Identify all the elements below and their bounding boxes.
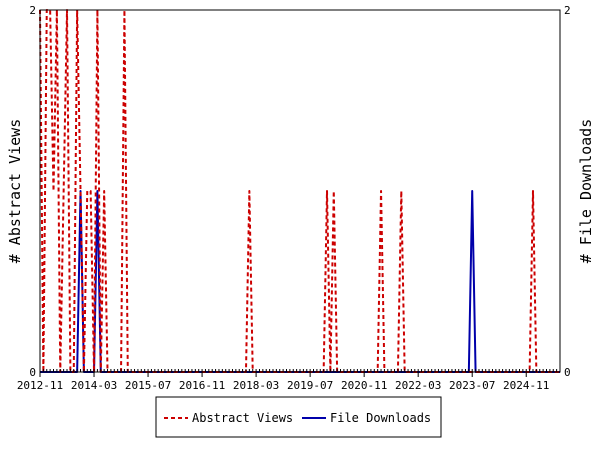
y-axis-title-left: # Abstract Views: [6, 119, 24, 264]
y-left-tick-label: 2: [29, 4, 36, 17]
y-left-tick-label: 0: [29, 366, 36, 379]
x-tick-label: 2014-03: [71, 379, 117, 392]
y-axes: 0 2 0 2: [29, 4, 570, 379]
legend-label-abstract-views: Abstract Views: [192, 411, 293, 425]
x-tick-label: 2018-03: [233, 379, 279, 392]
series-abstract-views: [39, 9, 560, 373]
x-tick-label: 2019-07: [287, 379, 333, 392]
y-right-tick-label: 0: [564, 366, 571, 379]
x-tick-label: 2016-11: [179, 379, 225, 392]
x-tick-label: 2020-11: [341, 379, 387, 392]
x-axis: 2012-11 2014-03 2015-07 2016-11 2018-03 2019-…: [17, 369, 561, 392]
x-tick-label: 2022-03: [395, 379, 441, 392]
series-file-downloads: [40, 190, 560, 373]
legend: Abstract Views File Downloads: [155, 396, 442, 438]
plot-frame: [39, 9, 561, 373]
legend-box: [155, 396, 442, 438]
x-tick-label: 2012-11: [17, 379, 63, 392]
x-tick-label: 2015-07: [125, 379, 171, 392]
series-layer: [39, 9, 560, 373]
x-tick-label: 2023-07: [449, 379, 495, 392]
y-axis-title-right: # File Downloads: [577, 119, 595, 264]
y-right-tick-label: 2: [564, 4, 571, 17]
legend-label-file-downloads: File Downloads: [330, 411, 431, 425]
x-tick-label: 2024-11: [503, 379, 549, 392]
